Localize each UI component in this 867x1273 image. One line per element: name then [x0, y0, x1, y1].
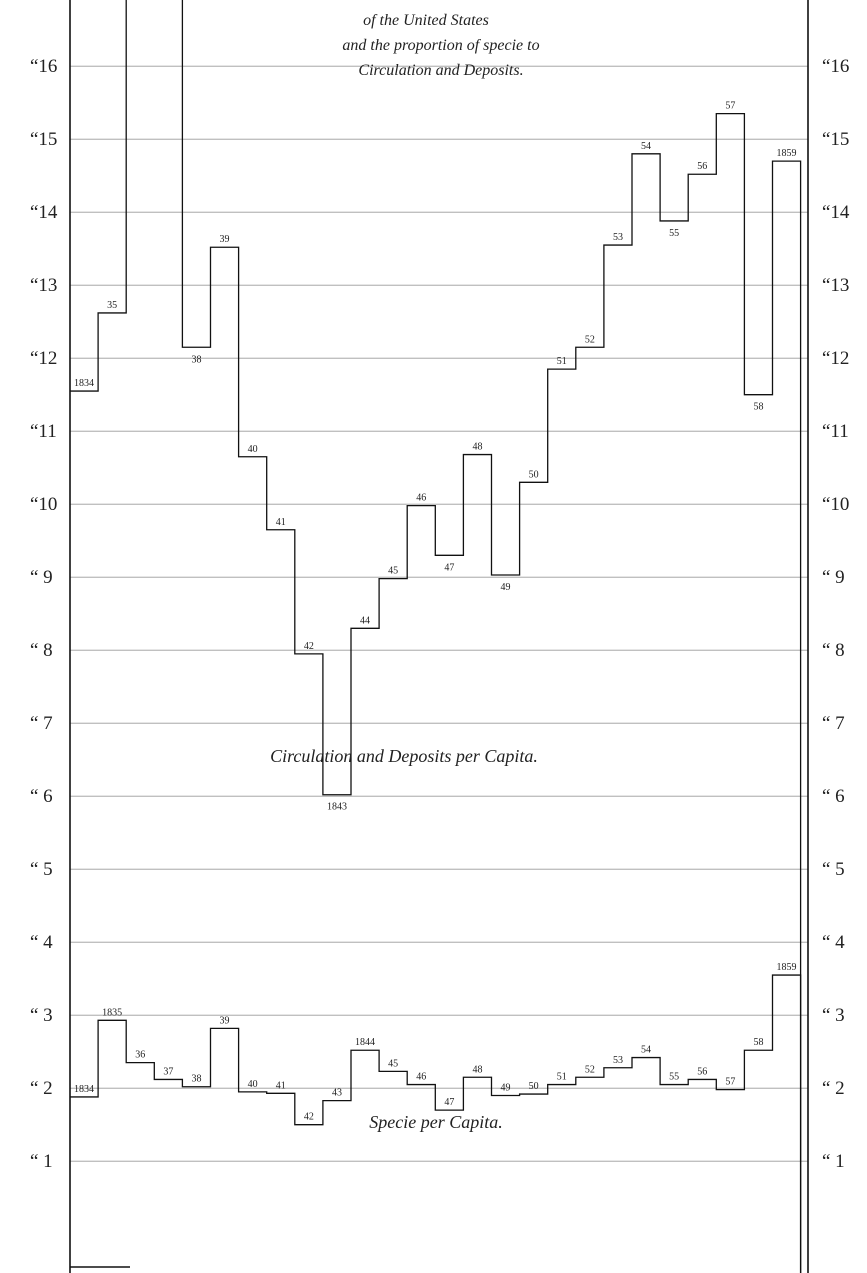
data-label: 43: [332, 1088, 342, 1099]
data-label: 54: [641, 141, 651, 152]
data-label: 58: [753, 402, 763, 413]
data-label: 1834: [74, 378, 94, 389]
data-label: 57: [725, 1077, 735, 1088]
title-line-2: and the proportion of specie to: [342, 37, 539, 54]
y-tick-right-5: “ 5: [822, 859, 845, 880]
data-label: 40: [248, 444, 258, 455]
series-title-circulation: Circulation and Deposits per Capita.: [270, 746, 538, 766]
data-label: 52: [585, 1064, 595, 1075]
y-tick-left-4: “ 4: [30, 932, 53, 953]
data-label: 35: [107, 300, 117, 311]
y-tick-left-1: “ 1: [30, 1151, 53, 1172]
y-tick-right-13: “13: [822, 275, 849, 296]
y-tick-right-3: “ 3: [822, 1005, 845, 1026]
data-label: 45: [388, 1058, 398, 1069]
data-label: 39: [220, 234, 230, 245]
data-label: 48: [472, 442, 482, 453]
y-tick-left-15: “15: [30, 129, 57, 150]
title-line-3: Circulation and Deposits.: [358, 62, 523, 79]
data-label: 57: [725, 101, 735, 112]
series-line-circulation: [70, 0, 802, 1273]
data-label: 49: [501, 582, 511, 593]
y-tick-left-5: “ 5: [30, 859, 53, 880]
data-label: 1835: [102, 1007, 122, 1018]
data-label: 55: [669, 1072, 679, 1083]
data-label: 48: [472, 1064, 482, 1075]
y-tick-left-9: “ 9: [30, 567, 53, 588]
data-label: 55: [669, 228, 679, 239]
data-label: 1859: [777, 148, 797, 159]
data-label: 44: [360, 615, 370, 626]
data-label: 50: [529, 469, 539, 480]
data-label: 46: [416, 493, 426, 504]
data-label: 56: [697, 161, 707, 172]
y-tick-right-2: “ 2: [822, 1078, 845, 1099]
data-label: 52: [585, 334, 595, 345]
data-label: 37: [163, 1066, 173, 1077]
y-tick-right-7: “ 7: [822, 713, 845, 734]
y-tick-right-16: “16: [822, 56, 849, 77]
series-line-specie: [70, 974, 802, 1273]
data-label: 53: [613, 1055, 623, 1066]
axes: [69, 0, 809, 1273]
data-label: 42: [304, 1112, 314, 1123]
y-tick-right-1: “ 1: [822, 1151, 845, 1172]
series-titles: Circulation and Deposits per Capita. Spe…: [270, 746, 538, 1132]
y-tick-left-13: “13: [30, 275, 57, 296]
y-tick-right-10: “10: [822, 494, 849, 515]
data-label: 41: [276, 517, 286, 528]
data-label: 42: [304, 641, 314, 652]
y-tick-right-12: “12: [822, 348, 849, 369]
y-tick-right-6: “ 6: [822, 786, 845, 807]
data-label: 1844: [355, 1037, 375, 1048]
y-tick-left-3: “ 3: [30, 1005, 53, 1026]
data-label: 38: [191, 1074, 201, 1085]
series: [70, 0, 802, 1273]
data-label: 51: [557, 356, 567, 367]
gridlines: [70, 65, 808, 1162]
data-label: 47: [444, 562, 454, 573]
y-tick-left-16: “16: [30, 56, 57, 77]
data-label: 38: [191, 354, 201, 365]
data-label: 50: [529, 1081, 539, 1092]
y-tick-right-14: “14: [822, 202, 850, 223]
data-label: 51: [557, 1072, 567, 1083]
chart-title: of the United States and the proportion …: [342, 12, 539, 79]
data-label: 45: [388, 566, 398, 577]
y-tick-left-8: “ 8: [30, 640, 53, 661]
y-tick-left-6: “ 6: [30, 786, 53, 807]
data-label: 1834: [74, 1084, 94, 1095]
y-tick-right-9: “ 9: [822, 567, 845, 588]
data-label: 54: [641, 1045, 651, 1056]
title-line-1: of the United States: [363, 12, 489, 29]
y-tick-left-7: “ 7: [30, 713, 53, 734]
y-tick-right-4: “ 4: [822, 932, 845, 953]
y-tick-left-12: “12: [30, 348, 57, 369]
series-title-specie: Specie per Capita.: [369, 1112, 502, 1132]
data-label: 47: [444, 1097, 454, 1108]
data-label: 46: [416, 1072, 426, 1083]
data-label: 36: [135, 1050, 145, 1061]
y-tick-left-10: “10: [30, 494, 57, 515]
y-tick-right-15: “15: [822, 129, 849, 150]
data-label: 58: [753, 1037, 763, 1048]
data-label: 1859: [777, 962, 797, 973]
data-label: 53: [613, 232, 623, 243]
y-tick-right-11: “11: [822, 421, 849, 442]
y-tick-left-14: “14: [30, 202, 58, 223]
data-label: 39: [220, 1015, 230, 1026]
data-label: 40: [248, 1079, 258, 1090]
data-label: 49: [501, 1083, 511, 1094]
y-tick-left-2: “ 2: [30, 1078, 53, 1099]
data-label: 56: [697, 1066, 707, 1077]
y-tick-right-8: “ 8: [822, 640, 845, 661]
y-tick-labels: “16 “16 “15 “15 “14 “14 “13 “13 “12 “12 “11 “11 “10 “…: [30, 56, 850, 1172]
data-labels: 1834 35 38 39 40 41 42 1843 44 45 46 47 48 49 50 51 52 53…: [74, 101, 797, 1123]
y-tick-left-11: “11: [30, 421, 57, 442]
data-label: 41: [276, 1080, 286, 1091]
data-label: 1843: [327, 802, 347, 813]
